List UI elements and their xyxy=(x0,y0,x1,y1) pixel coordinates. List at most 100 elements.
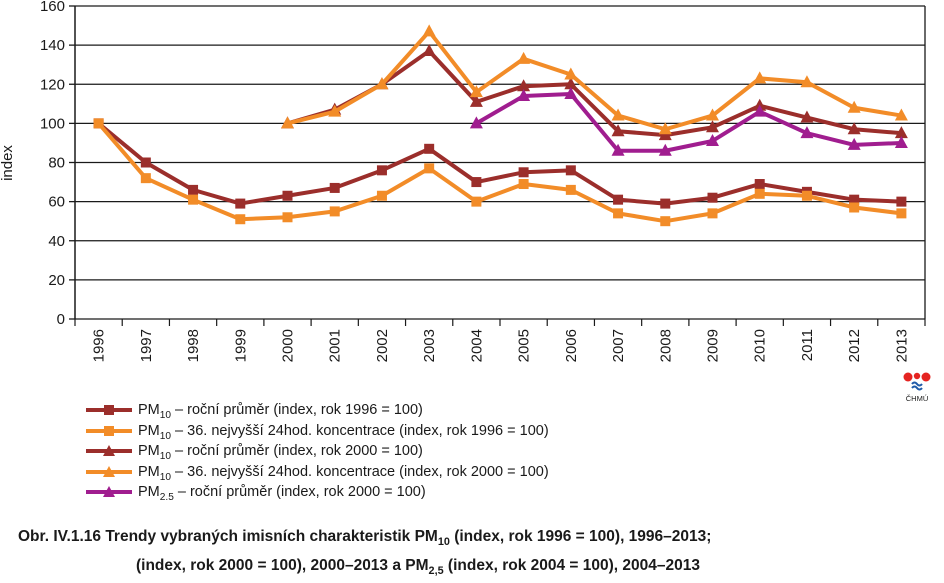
chmu-logo: ČHMÚ xyxy=(902,370,932,404)
data-point xyxy=(613,194,624,205)
x-tick-label: 2009 xyxy=(705,329,722,362)
x-tick-label: 1997 xyxy=(138,329,155,362)
data-point xyxy=(849,194,860,205)
data-point xyxy=(658,143,672,156)
legend-text-2: PM10 – 36. nejvyšší 24hod. koncentrace (… xyxy=(138,422,549,442)
x-tick-label: 1999 xyxy=(232,329,249,362)
series-5 xyxy=(469,87,908,156)
data-point xyxy=(517,51,531,64)
data-point xyxy=(800,126,814,139)
data-point xyxy=(517,88,531,101)
data-point xyxy=(282,190,293,201)
data-point xyxy=(565,184,576,195)
y-tick-label: 0 xyxy=(57,311,65,328)
data-point xyxy=(469,85,483,98)
series-2 xyxy=(93,118,907,227)
x-tick-label: 2002 xyxy=(374,329,391,362)
data-point xyxy=(140,157,151,168)
data-point xyxy=(564,87,578,100)
legend-swatch-pm10-36th-2000 xyxy=(86,465,132,477)
legend-text-5: PM2.5 – roční průměr (index, rok 2000 = … xyxy=(138,484,426,503)
legend-text-4: PM10 – 36. nejvyšší 24hod. koncentrace (… xyxy=(138,463,549,483)
x-tick-label: 2007 xyxy=(610,329,627,362)
legend-swatch-pm25-annual-2000 xyxy=(86,486,132,497)
data-point xyxy=(849,202,860,213)
data-point xyxy=(611,143,625,156)
legend-text-1: PM10 – roční průměr (index, rok 1996 = 1… xyxy=(138,402,423,421)
series-line xyxy=(287,29,902,132)
y-tick-label: 40 xyxy=(48,233,65,250)
x-tick-label: 2012 xyxy=(846,329,863,362)
data-point xyxy=(564,77,578,90)
data-point xyxy=(896,196,907,207)
figure-caption: Obr. IV.1.16 Trendy vybraných imisních c… xyxy=(18,525,711,583)
data-point xyxy=(894,135,908,148)
data-point xyxy=(424,143,435,154)
y-tick-label: 160 xyxy=(40,0,65,15)
data-point xyxy=(894,108,908,121)
data-point xyxy=(613,208,624,219)
data-point xyxy=(896,208,907,219)
series-3 xyxy=(281,43,908,141)
data-point xyxy=(658,122,672,135)
x-tick-label: 2011 xyxy=(799,329,816,361)
x-tick-label: 2005 xyxy=(516,329,533,362)
data-point xyxy=(800,75,814,88)
data-point xyxy=(518,179,529,190)
series-line xyxy=(475,92,902,153)
x-tick-label: 2013 xyxy=(893,329,910,362)
data-point xyxy=(469,94,483,107)
data-point xyxy=(800,110,814,123)
legend-item: PM10 – roční průměr (index, rok 2000 = 1… xyxy=(86,441,549,462)
legend-swatch-pm10-annual-2000 xyxy=(86,445,132,456)
y-tick-label: 100 xyxy=(40,115,65,132)
data-point xyxy=(422,24,436,37)
x-tick-label: 2001 xyxy=(327,329,344,362)
data-point xyxy=(754,188,765,199)
data-point xyxy=(660,216,671,227)
legend-text-3: PM10 – roční průměr (index, rok 2000 = 1… xyxy=(138,443,423,462)
data-point xyxy=(328,104,342,117)
line-chart: 0 20 40 60 80 100 120 140 160 1996 1997 1998 1999 20… xyxy=(0,0,926,362)
data-point xyxy=(376,165,387,176)
legend-item: PM10 – roční průměr (index, rok 1996 = 1… xyxy=(86,400,549,421)
data-point xyxy=(754,179,765,190)
data-point xyxy=(188,184,199,195)
data-point xyxy=(611,124,625,137)
data-point xyxy=(235,198,246,209)
legend-item: PM10 – 36. nejvyšší 24hod. koncentrace (… xyxy=(86,462,549,483)
data-point xyxy=(469,116,483,129)
y-tick-label: 20 xyxy=(48,272,65,289)
x-tick-label: 2008 xyxy=(657,329,674,362)
data-point xyxy=(707,192,718,203)
data-point xyxy=(753,104,767,117)
series-line xyxy=(97,122,902,224)
data-point xyxy=(847,137,861,150)
series-line xyxy=(286,48,902,138)
data-point xyxy=(329,206,340,217)
data-point xyxy=(706,108,719,121)
data-point xyxy=(847,122,861,135)
data-point xyxy=(847,100,861,113)
x-axis: 1996 1997 1998 1999 2000 2001 2002 2003 2004 2005… xyxy=(74,319,926,362)
x-tick-label: 2003 xyxy=(421,329,438,362)
data-point xyxy=(753,71,767,84)
data-point xyxy=(93,118,104,129)
y-axis: 0 20 40 60 80 100 120 140 160 xyxy=(40,0,926,328)
data-point xyxy=(375,77,389,90)
data-point xyxy=(660,198,671,209)
caption-line-1: Obr. IV.1.16 Trendy vybraných imisních c… xyxy=(18,528,712,549)
legend-swatch-pm10-annual-1996 xyxy=(86,405,132,415)
data-point xyxy=(517,79,531,92)
series-line xyxy=(97,121,902,206)
data-point xyxy=(376,190,387,201)
legend-item: PM10 – 36. nejvyšší 24hod. koncentrace (… xyxy=(86,421,549,442)
x-tick-label: 2000 xyxy=(280,329,297,362)
y-tick-label: 60 xyxy=(48,194,65,211)
svg-text:ČHMÚ: ČHMÚ xyxy=(906,394,929,403)
data-point xyxy=(422,43,436,56)
caption-line-2: (index, rok 2000 = 100), 2000–2013 a PM2… xyxy=(136,557,700,578)
data-point xyxy=(611,108,625,121)
x-tick-label: 2010 xyxy=(752,329,769,362)
data-point xyxy=(282,212,293,223)
